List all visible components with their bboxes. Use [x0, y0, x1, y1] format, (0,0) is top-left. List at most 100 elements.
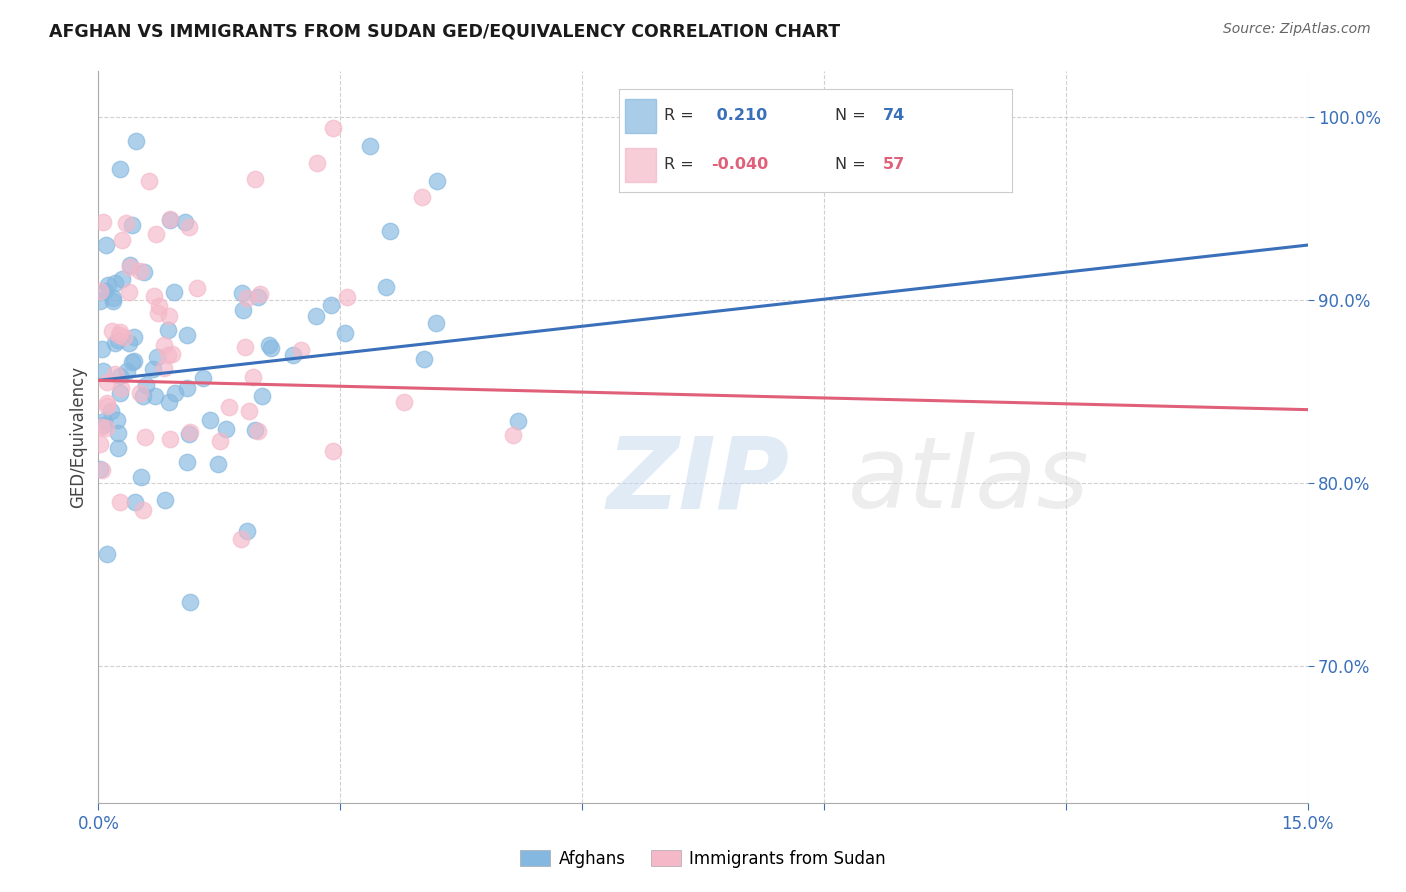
Point: [118, 260, 141, 275]
Point: [121, 218, 143, 232]
Point: [93, 414, 115, 428]
Point: [247, 290, 270, 304]
Point: [91, 215, 114, 229]
Point: [359, 139, 381, 153]
Text: N =: N =: [835, 157, 866, 172]
Point: [100, 404, 122, 418]
Point: [90, 342, 112, 356]
Point: [506, 414, 529, 428]
Point: [142, 362, 165, 376]
Point: [132, 265, 155, 279]
Point: [159, 211, 181, 226]
Point: [156, 348, 179, 362]
Point: [120, 258, 142, 272]
Point: [107, 426, 129, 441]
Point: [290, 343, 312, 358]
Point: [231, 532, 253, 546]
Text: R =: R =: [664, 157, 693, 172]
Text: AFGHAN VS IMMIGRANTS FROM SUDAN GED/EQUIVALENCY CORRELATION CHART: AFGHAN VS IMMIGRANTS FROM SUDAN GED/EQUI…: [49, 22, 841, 40]
Point: [159, 395, 181, 409]
Point: [215, 422, 238, 436]
Point: [121, 355, 143, 369]
Point: [97, 278, 120, 293]
Point: [94, 284, 117, 298]
Point: [163, 285, 186, 299]
Point: [118, 336, 141, 351]
Point: [162, 346, 184, 360]
Point: [179, 595, 201, 609]
Point: [118, 285, 141, 299]
Point: [159, 212, 181, 227]
Point: [319, 298, 342, 312]
Point: [110, 272, 132, 286]
Text: R =: R =: [664, 108, 693, 123]
Point: [243, 172, 266, 186]
Point: [94, 238, 117, 252]
Point: [107, 441, 129, 455]
Point: [143, 389, 166, 403]
Point: [413, 352, 436, 367]
Point: [138, 174, 160, 188]
Point: [218, 400, 240, 414]
Point: [333, 326, 356, 341]
Point: [117, 364, 139, 378]
Point: [129, 385, 152, 400]
Point: [104, 277, 127, 291]
Point: [125, 134, 148, 148]
Point: [177, 426, 200, 441]
Point: [129, 470, 152, 484]
Point: [242, 369, 264, 384]
Point: [176, 381, 198, 395]
Point: [111, 233, 134, 247]
Point: [322, 120, 344, 135]
Point: [243, 423, 266, 437]
Point: [146, 306, 169, 320]
Point: [425, 316, 447, 330]
Point: [89, 462, 111, 476]
Point: [502, 427, 524, 442]
Point: [148, 299, 170, 313]
Point: [124, 494, 146, 508]
Point: [236, 524, 259, 539]
Text: Source: ZipAtlas.com: Source: ZipAtlas.com: [1223, 22, 1371, 37]
Point: [108, 325, 131, 339]
Point: [375, 280, 398, 294]
Point: [108, 495, 131, 509]
Text: 0.210: 0.210: [711, 108, 768, 123]
Point: [163, 386, 186, 401]
Point: [193, 370, 215, 384]
Point: [153, 338, 176, 352]
Bar: [624, 99, 657, 133]
Point: [134, 430, 156, 444]
Point: [250, 389, 273, 403]
Point: [91, 417, 114, 432]
Point: [378, 224, 401, 238]
Point: [131, 389, 153, 403]
Point: [122, 329, 145, 343]
Point: [96, 375, 118, 389]
Point: [177, 219, 200, 234]
Point: [153, 492, 176, 507]
Point: [233, 340, 256, 354]
Y-axis label: GED/Equivalency: GED/Equivalency: [69, 366, 87, 508]
Point: [238, 404, 260, 418]
Point: [89, 284, 111, 298]
Point: [281, 347, 304, 361]
Point: [96, 547, 118, 561]
Text: -0.040: -0.040: [711, 157, 769, 172]
Point: [322, 444, 344, 458]
Point: [157, 309, 180, 323]
Point: [101, 291, 124, 305]
Point: [153, 361, 176, 376]
Point: [305, 309, 328, 323]
Point: [104, 367, 127, 381]
Point: [89, 294, 111, 309]
Point: [94, 421, 117, 435]
Point: [394, 395, 416, 409]
Point: [107, 333, 129, 347]
Point: [129, 263, 152, 277]
Point: [247, 424, 270, 438]
Point: [336, 290, 359, 304]
Point: [236, 292, 259, 306]
Point: [232, 303, 254, 318]
